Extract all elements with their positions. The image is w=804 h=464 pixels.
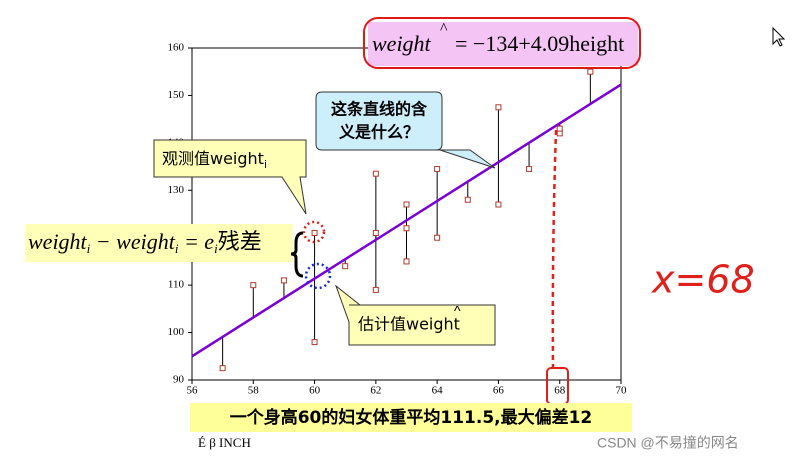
y-tick-label: 90 <box>173 374 185 386</box>
x-tick-label: 70 <box>616 385 628 397</box>
fit-line <box>191 83 622 358</box>
point <box>434 234 441 241</box>
f: 残差 <box>218 229 262 254</box>
f: i <box>175 241 179 256</box>
point <box>311 339 318 346</box>
point <box>495 104 502 111</box>
x-tick-label: 58 <box>248 385 260 397</box>
y-tick-label: 110 <box>168 279 185 291</box>
handwritten-note: x=68 <box>651 258 755 302</box>
equation-outline <box>363 17 641 69</box>
hat: ^ <box>440 21 448 38</box>
x-tick-label: 66 <box>493 385 505 397</box>
y-tick-label: 100 <box>168 326 185 338</box>
point <box>495 201 502 208</box>
projection-line <box>551 129 558 373</box>
point <box>342 263 349 270</box>
estimate-circle <box>304 262 332 290</box>
point <box>434 165 441 172</box>
f: − weight <box>90 229 175 254</box>
observed-circle <box>302 220 326 244</box>
watermark: CSDN @不易撞的网名 <box>597 435 739 451</box>
point <box>526 165 533 172</box>
point <box>372 170 379 177</box>
x-tick-label: 64 <box>432 385 444 397</box>
residual-bg <box>25 224 293 262</box>
point <box>556 125 563 132</box>
observed-callout <box>153 139 307 215</box>
cursor <box>772 26 786 47</box>
f: weight <box>28 229 88 254</box>
point <box>219 365 226 372</box>
observed-label: 观测值weighti <box>162 149 267 172</box>
note-bg <box>190 403 632 432</box>
point <box>280 277 287 284</box>
equation-bg <box>368 22 638 66</box>
equation-lhs: weight <box>372 31 432 56</box>
y-tick-label: 130 <box>168 184 185 196</box>
question-callout <box>315 91 496 169</box>
point <box>372 229 379 236</box>
question-line: 义是什么？ <box>339 123 419 142</box>
question-line: 这条直线的含 <box>331 100 428 119</box>
x-tick-label: 62 <box>370 385 381 397</box>
point <box>311 229 318 236</box>
x-tick-label: 56 <box>187 385 199 397</box>
x-axis-label: É β INCH <box>198 435 251 450</box>
point <box>464 196 471 203</box>
y-tick-label: 160 <box>168 42 185 54</box>
point <box>403 258 410 265</box>
f: = e <box>178 229 214 254</box>
hat: ^ <box>454 303 461 319</box>
y-tick-label: 150 <box>168 89 185 101</box>
estimate-callout <box>334 284 496 346</box>
point <box>372 286 379 293</box>
brace <box>290 231 304 278</box>
point <box>587 68 594 75</box>
point <box>403 201 410 208</box>
plot: 565860626466687090100110120130140150160 <box>168 42 628 397</box>
estimate-label: 估计值weight <box>358 315 460 334</box>
point <box>403 225 410 232</box>
observed-sub: i <box>264 158 267 171</box>
x-tick-label: 68 <box>554 385 566 397</box>
residual-formula: weighti − weighti = ei残差 <box>28 229 262 256</box>
f: i <box>87 241 91 256</box>
observed-text: 观测值weight <box>162 149 264 168</box>
f: i <box>214 241 218 256</box>
x-tick-label: 60 <box>309 385 321 397</box>
note: 一个身高60的妇女体重平均111.5,最大偏差12 <box>230 407 593 428</box>
equation-rhs: = −134+4.09height <box>455 31 624 56</box>
point <box>250 282 257 289</box>
